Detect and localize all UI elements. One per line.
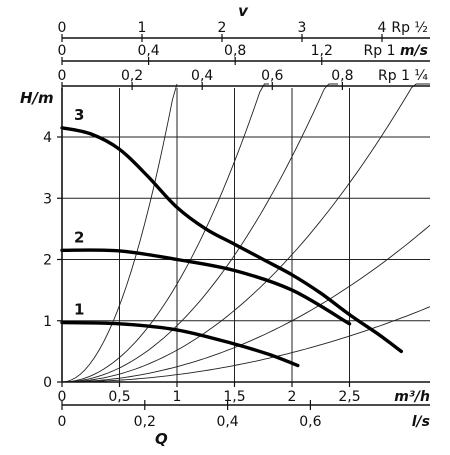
y-tick-label: 3 xyxy=(43,191,52,207)
x-tick-label: 0,5 xyxy=(108,389,130,405)
x-tick-label: 0 xyxy=(58,389,67,405)
x-axis-title: Q xyxy=(155,430,168,448)
rp-1-scale-tick-label: 1,2 xyxy=(311,43,333,59)
rp-half-scale-tick-label: 0 xyxy=(58,20,67,36)
ls-tick-label: 0 xyxy=(58,414,67,430)
axes xyxy=(57,34,430,410)
rp-1-scale-tick-label: 0 xyxy=(58,43,67,59)
rp-1-quarter-scale-tick-label: 0,8 xyxy=(331,68,353,84)
x-unit-ls: l/s xyxy=(412,414,430,430)
x-tick-label: 2 xyxy=(288,389,297,405)
x-tick-label: 1 xyxy=(173,389,182,405)
system-curve-5 xyxy=(62,224,431,383)
rp-1-quarter-scale-tick-label: 0,2 xyxy=(121,68,143,84)
rp-1-quarter-scale-tick-label: 0 xyxy=(58,68,67,84)
rp-half-scale-tick-label: 2 xyxy=(218,20,227,36)
curve-label-2: 2 xyxy=(74,228,84,246)
pump-curve-1 xyxy=(60,320,300,368)
rp-1-scale-tick-label: 0,8 xyxy=(224,43,246,59)
rp-1-quarter-scale-tick-label: 0,4 xyxy=(191,68,213,84)
curve-label-1: 1 xyxy=(74,301,84,319)
rp-1-scale-unit: m/s xyxy=(400,43,428,59)
system-curve-3 xyxy=(61,83,338,383)
rp-1-scale-tick-label: 0,4 xyxy=(137,43,159,59)
rp-half-scale-tick-label: 3 xyxy=(298,20,307,36)
rp-1-quarter-scale-tick-label: 0,6 xyxy=(261,68,283,84)
rp-1-scale-label: Rp 1 m/s xyxy=(364,43,428,59)
ls-tick-label: 0,6 xyxy=(299,414,321,430)
rp-1-quarter-scale-label: Rp 1 ¼ xyxy=(378,68,428,84)
y-tick-label: 0 xyxy=(43,375,52,391)
rp-half-scale-tick-label: 4 xyxy=(378,20,387,36)
x-tick-label: 1,5 xyxy=(223,389,245,405)
y-tick-label: 1 xyxy=(43,314,52,330)
v-label: v xyxy=(238,2,249,20)
system-curves xyxy=(61,83,431,383)
system-curve-4 xyxy=(61,83,430,383)
y-tick-label: 2 xyxy=(43,253,52,269)
system-curve-1 xyxy=(61,83,178,383)
grid xyxy=(62,88,430,382)
ls-tick-label: 0,2 xyxy=(134,414,156,430)
system-curve-6 xyxy=(62,306,431,383)
y-tick-label: 4 xyxy=(43,130,52,146)
pump-curve-3 xyxy=(60,126,403,354)
rp-half-scale-tick-label: 1 xyxy=(138,20,147,36)
x-tick-label: 2,5 xyxy=(338,389,360,405)
pump-curves xyxy=(60,126,403,368)
ls-tick-label: 0,4 xyxy=(216,414,238,430)
rp-half-scale-label: Rp ½ xyxy=(391,20,428,36)
pump-curve-2 xyxy=(60,248,352,326)
x-unit-m3h: m³/h xyxy=(394,389,430,405)
system-curve-2 xyxy=(61,83,269,383)
curve-label-3: 3 xyxy=(74,106,84,124)
y-axis-label: H/m xyxy=(20,89,54,107)
